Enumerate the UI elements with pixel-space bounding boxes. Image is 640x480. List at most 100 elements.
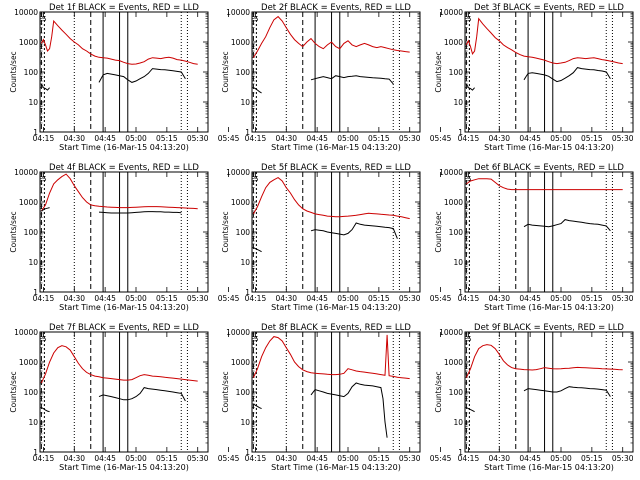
plot-frame	[39, 11, 209, 133]
time-markers	[465, 172, 613, 292]
x-axis-label: Start Time (16-Mar-15 04:13:20)	[484, 463, 614, 472]
x-tick-label: 04:30	[275, 454, 297, 463]
x-tick-label: 04:45	[519, 134, 541, 143]
y-tick-label: 100	[236, 68, 251, 77]
lld-series-line	[40, 173, 198, 212]
y-tick-label: 1	[33, 448, 38, 457]
x-tick-label: 04:45	[94, 294, 116, 303]
series-group	[465, 344, 623, 413]
corner-s-label: S	[42, 335, 47, 343]
lld-series-line	[252, 177, 410, 220]
y-tick-label: 100	[449, 68, 464, 77]
x-tick-label: 05:45	[430, 134, 452, 143]
time-markers	[252, 172, 400, 292]
y-tick-label: 100	[449, 228, 464, 237]
corner-s-label: S	[42, 175, 47, 183]
x-tick-label: 04:15	[245, 454, 267, 463]
detector-panel-2: Det 2f BLACK = Events, RED = LLD 1 10 100 10…	[221, 3, 452, 152]
x-tick-label: 05:15	[156, 454, 178, 463]
y-tick-label: 10	[240, 418, 250, 427]
events-series-line	[40, 83, 50, 91]
series-group	[466, 178, 623, 232]
x-tick-label: 05:00	[550, 294, 572, 303]
y-axis-label: Counts/sec	[221, 371, 230, 412]
panel-title: Det 1f BLACK = Events, RED = LLD	[49, 3, 199, 13]
panel-title: Det 5f BLACK = Events, RED = LLD	[261, 163, 411, 173]
corner-s-label: S	[467, 175, 472, 183]
x-tick-label: 05:30	[399, 454, 421, 463]
y-tick-label: 1	[458, 288, 463, 297]
events-series-line	[98, 68, 186, 83]
plot-frame	[251, 11, 421, 133]
x-tick-label: 04:45	[94, 454, 116, 463]
detector-panel-1: Det 1f BLACK = Events, RED = LLD 1 10 100 10…	[9, 3, 240, 152]
events-series-line	[253, 87, 262, 94]
y-tick-label: 10	[453, 98, 463, 107]
y-tick-label: 100	[236, 388, 251, 397]
x-tick-label: 05:15	[156, 134, 178, 143]
x-tick-label: 04:30	[275, 294, 297, 303]
y-tick-label: 100	[24, 228, 39, 237]
x-tick-label: 05:15	[581, 294, 603, 303]
y-tick-label: 1	[245, 128, 250, 137]
x-tick-label: 04:15	[458, 454, 480, 463]
y-tick-label: 1000	[19, 358, 38, 367]
x-tick-label: 04:30	[63, 294, 85, 303]
detector-panel-7: Det 7f BLACK = Events, RED = LLD 1 10 100 10…	[9, 323, 240, 472]
lld-series-line	[252, 334, 410, 380]
y-axis-label: Counts/sec	[9, 211, 18, 252]
x-tick-label: 05:00	[337, 454, 359, 463]
y-tick-label: 1000	[444, 198, 463, 207]
x-tick-label: 04:15	[33, 454, 55, 463]
x-tick-label: 05:30	[187, 134, 209, 143]
y-tick-label: 10	[240, 258, 250, 267]
time-markers	[465, 332, 613, 452]
x-tick-label: 04:45	[306, 294, 328, 303]
events-series-line	[466, 407, 475, 413]
x-tick-label: 05:00	[125, 134, 147, 143]
x-tick-label: 05:30	[612, 294, 634, 303]
x-tick-label: 04:45	[94, 134, 116, 143]
events-series-line	[310, 382, 388, 438]
x-tick-label: 04:45	[519, 454, 541, 463]
y-tick-label: 1000	[19, 198, 38, 207]
y-tick-label: 10000	[14, 328, 38, 337]
x-tick-label: 05:45	[218, 294, 240, 303]
x-tick-label: 05:15	[581, 134, 603, 143]
detector-panel-4: Det 4f BLACK = Events, RED = LLD 1 10 100 10…	[9, 163, 240, 312]
y-axis-label: Counts/sec	[9, 371, 18, 412]
x-tick-label: 05:15	[156, 294, 178, 303]
y-tick-label: 10000	[14, 8, 38, 17]
x-axis-label: Start Time (16-Mar-15 04:13:20)	[271, 463, 401, 472]
y-axis-label: Counts/sec	[221, 51, 230, 92]
events-series-line	[523, 219, 611, 232]
x-tick-label: 05:45	[218, 134, 240, 143]
x-tick-label: 04:15	[245, 134, 267, 143]
y-tick-label: 1	[245, 288, 250, 297]
events-series-line	[465, 83, 475, 91]
panel-title: Det 9f BLACK = Events, RED = LLD	[474, 323, 624, 333]
lld-series-line	[40, 345, 198, 384]
events-series-line	[41, 207, 50, 212]
x-tick-label: 05:30	[399, 294, 421, 303]
lld-series-line	[465, 344, 623, 378]
events-series-line	[253, 247, 262, 253]
series-group	[465, 17, 623, 91]
events-series-line	[98, 387, 186, 402]
y-tick-label: 1	[458, 448, 463, 457]
x-tick-label: 04:45	[306, 454, 328, 463]
plot-frame	[251, 331, 421, 453]
events-series-line	[41, 407, 50, 413]
corner-s-label: S	[42, 15, 47, 23]
events-series-line	[310, 222, 398, 239]
events-series-line	[523, 67, 611, 83]
x-tick-label: 05:00	[125, 454, 147, 463]
x-tick-label: 05:00	[337, 134, 359, 143]
y-tick-label: 1000	[231, 198, 250, 207]
x-tick-label: 04:15	[458, 294, 480, 303]
panel-title: Det 4f BLACK = Events, RED = LLD	[49, 163, 199, 173]
detector-panel-8: Det 8f BLACK = Events, RED = LLD 1 10 100 10…	[221, 323, 452, 472]
y-axis-label: Counts/sec	[434, 371, 443, 412]
series-group	[40, 345, 198, 413]
